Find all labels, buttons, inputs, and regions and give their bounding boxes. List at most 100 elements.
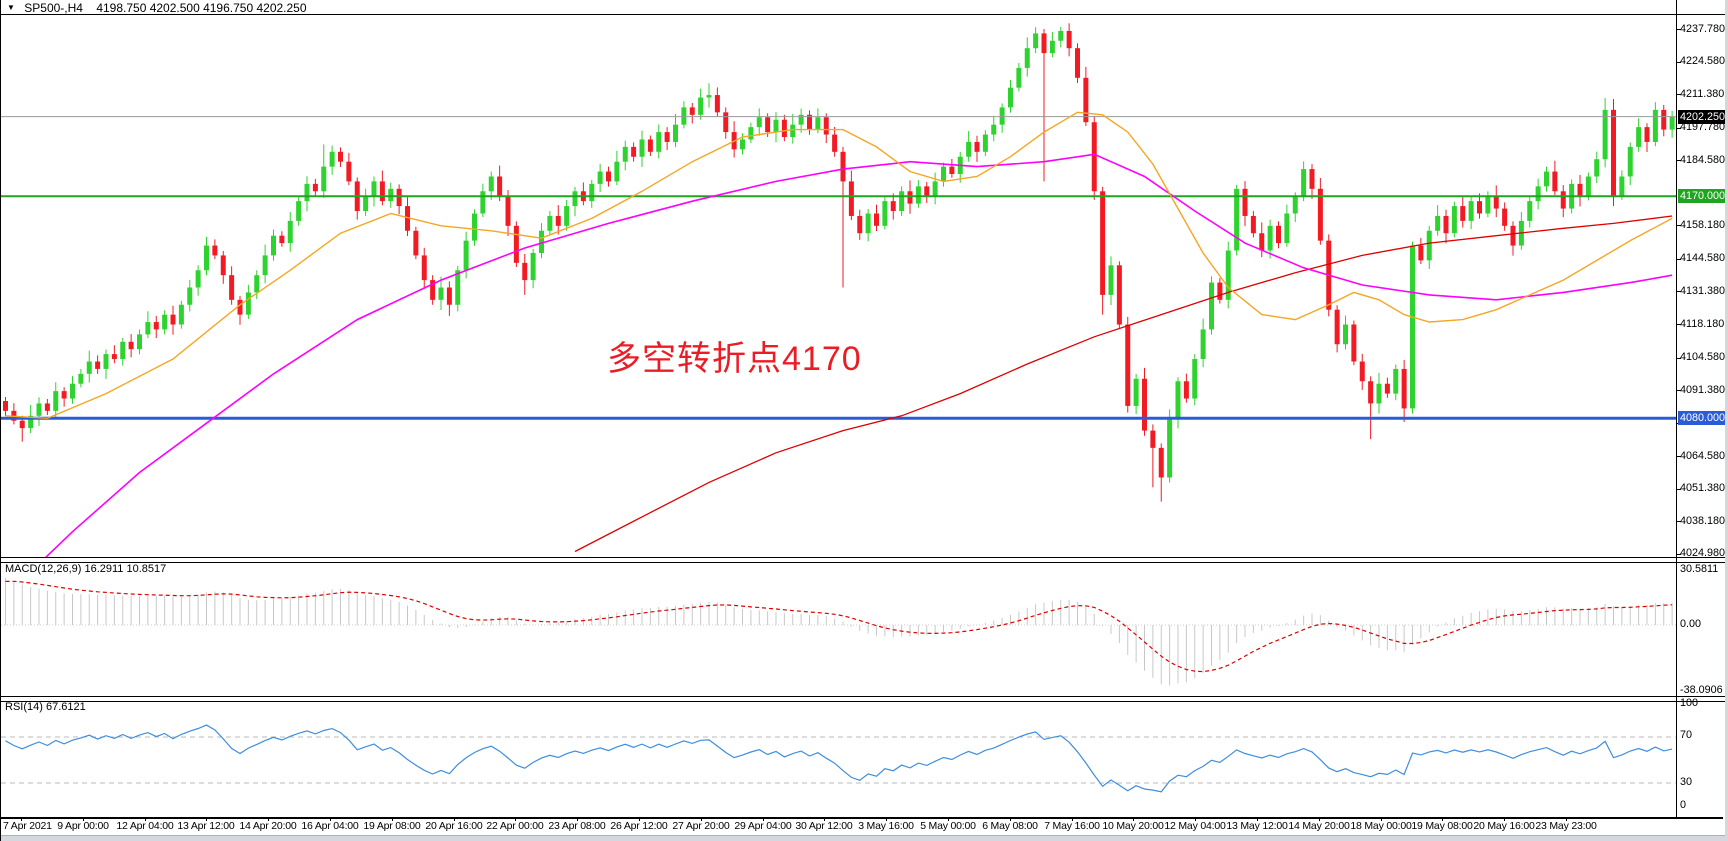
time-axis-label: 27 Apr 20:00 <box>672 820 730 832</box>
time-axis-tick <box>763 817 764 821</box>
time-axis-label: 13 May 12:00 <box>1226 820 1288 832</box>
candle <box>807 114 812 130</box>
candle <box>78 373 84 384</box>
time-axis-tick <box>886 817 887 821</box>
time-axis-tick <box>948 817 949 821</box>
time-axis-label: 14 Apr 20:00 <box>239 820 297 832</box>
candle <box>664 132 670 142</box>
time-axis-label: 29 Apr 04:00 <box>734 820 792 832</box>
candle <box>170 314 176 325</box>
price-axis-label: 4091.380 <box>1680 384 1726 396</box>
time-axis-tick <box>1133 817 1134 821</box>
time-axis-label: 23 Apr 08:00 <box>548 820 606 832</box>
candle <box>606 171 611 182</box>
time-axis-label: 10 May 20:00 <box>1102 820 1164 832</box>
candle <box>999 107 1005 125</box>
candle <box>1024 48 1030 68</box>
candle <box>1225 250 1231 300</box>
time-axis-tick <box>1566 817 1567 821</box>
candle <box>388 188 394 202</box>
panel-separator-macd-rsi[interactable] <box>1 696 1728 702</box>
candle <box>1158 447 1164 478</box>
candle <box>220 255 226 276</box>
price-axis-tick <box>1676 94 1681 95</box>
time-axis-tick <box>1504 817 1505 821</box>
candle <box>463 240 469 271</box>
candle <box>287 220 293 244</box>
candle <box>1426 230 1432 261</box>
time-axis-tick <box>1319 817 1320 821</box>
ohlc-values: 4198.750 4202.500 4196.750 4202.250 <box>96 1 307 15</box>
candle <box>572 191 578 207</box>
price-axis-label: 4158.180 <box>1680 219 1726 231</box>
time-axis-label: 23 May 23:00 <box>1535 820 1597 832</box>
macd-panel-svg[interactable] <box>1 561 1676 696</box>
time-axis-line <box>1 817 1723 819</box>
candle <box>1066 30 1072 49</box>
candle <box>1669 116 1675 130</box>
candle <box>706 95 712 98</box>
macd-signal-line <box>5 580 1673 673</box>
candle <box>589 183 595 202</box>
candle <box>1527 201 1533 221</box>
time-axis-tick <box>268 817 269 821</box>
time-axis-tick <box>145 817 146 821</box>
candle <box>128 341 134 350</box>
time-axis-label: 12 May 04:00 <box>1164 820 1226 832</box>
time-axis-label: 16 Apr 04:00 <box>301 820 359 832</box>
candle <box>790 124 796 138</box>
candle <box>1485 196 1491 214</box>
price-axis-label: 4144.580 <box>1680 252 1726 264</box>
time-axis-tick <box>1381 817 1382 821</box>
candle <box>488 176 494 192</box>
candle <box>1192 359 1198 399</box>
candle <box>1041 33 1047 54</box>
candle <box>723 112 729 133</box>
price-axis-tick <box>1676 62 1681 63</box>
candle <box>1384 383 1390 394</box>
candle <box>714 95 720 113</box>
candle <box>1142 378 1147 431</box>
candle <box>1133 378 1139 406</box>
candle <box>505 196 511 226</box>
price-axis-tick <box>1676 390 1681 391</box>
candle <box>145 322 151 335</box>
candle <box>379 181 385 202</box>
candle <box>438 287 444 300</box>
candle <box>1108 265 1114 295</box>
candle <box>346 161 352 182</box>
candle <box>1016 67 1022 88</box>
candle <box>1284 213 1290 244</box>
candle <box>338 151 343 162</box>
time-axis-label: 18 May 00:00 <box>1350 820 1412 832</box>
candle <box>1175 381 1181 419</box>
candle <box>111 354 117 360</box>
panel-separator-main-macd[interactable] <box>1 557 1728 563</box>
candle <box>773 119 779 133</box>
candle <box>647 139 653 152</box>
candle <box>53 391 59 411</box>
chart-dropdown-arrow-icon[interactable]: ▼ <box>7 3 15 12</box>
price-axis-label: 4131.380 <box>1680 285 1726 297</box>
candle <box>1594 159 1600 177</box>
candle <box>865 213 871 234</box>
rsi-panel-svg[interactable] <box>1 700 1676 817</box>
candle <box>1301 169 1307 197</box>
time-axis-tick <box>515 817 516 821</box>
candle <box>1276 225 1281 244</box>
main-chart-svg[interactable] <box>1 0 1676 557</box>
candle <box>614 161 620 182</box>
candle <box>254 275 260 293</box>
candle <box>120 341 126 360</box>
candle <box>848 181 854 216</box>
candle <box>1619 176 1625 197</box>
candle <box>1267 225 1273 251</box>
price-axis-tick <box>1676 358 1681 359</box>
candle <box>86 361 92 374</box>
price-axis-tick <box>1676 291 1681 292</box>
candle <box>497 176 503 197</box>
candle <box>781 119 787 138</box>
time-axis-tick <box>392 817 393 821</box>
ma-mid-magenta-line <box>44 153 1673 557</box>
